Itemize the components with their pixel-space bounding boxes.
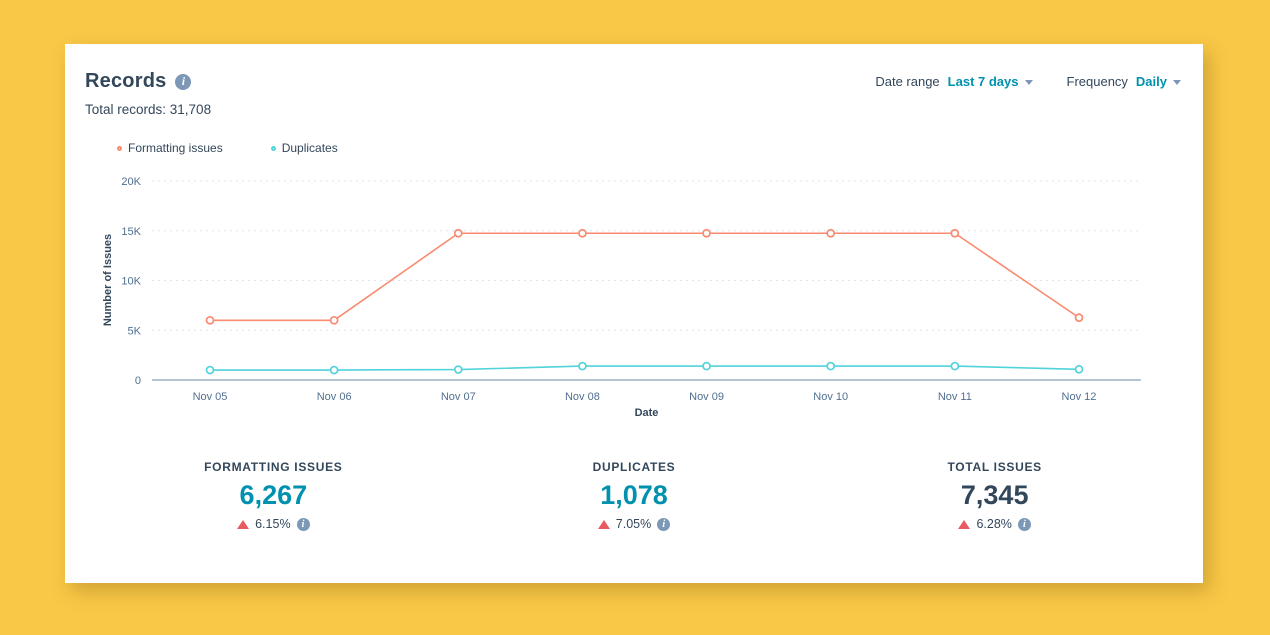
- data-point-marker[interactable]: [1074, 364, 1084, 374]
- stat-delta-value: 6.15%: [255, 517, 291, 532]
- x-tick-label: Nov 07: [441, 391, 476, 403]
- data-point-marker[interactable]: [329, 365, 339, 375]
- frequency-select[interactable]: Daily: [1136, 74, 1181, 89]
- header-controls: Date range Last 7 days Frequency Daily: [875, 70, 1181, 89]
- records-info-icon[interactable]: i: [175, 73, 192, 90]
- data-point-marker[interactable]: [826, 361, 836, 371]
- stat-info-icon[interactable]: i: [657, 517, 671, 531]
- chart-legend: Formatting issues Duplicates: [117, 141, 338, 155]
- chevron-down-icon: [1024, 80, 1033, 85]
- y-tick-label: 15K: [121, 226, 141, 238]
- stat-info-icon[interactable]: i: [296, 517, 310, 531]
- stats-row: FORMATTING ISSUES 6,267 6.15% i DUPLICAT…: [65, 460, 1203, 534]
- y-axis-title: Number of Issues: [102, 234, 114, 326]
- date-range-value: Last 7 days: [947, 74, 1019, 89]
- data-point-marker[interactable]: [578, 228, 587, 238]
- x-axis-title: Date: [635, 407, 659, 419]
- x-tick-label: Nov 09: [689, 391, 724, 403]
- trend-up-icon: [237, 519, 250, 529]
- records-card: Records i Date range Last 7 days Frequen…: [65, 44, 1203, 583]
- stat-delta: 6.15% i: [237, 517, 310, 532]
- stat-value: 6,267: [239, 480, 308, 510]
- data-point-marker[interactable]: [826, 228, 836, 238]
- legend-item-duplicates[interactable]: Duplicates: [270, 141, 338, 155]
- data-point-marker[interactable]: [329, 315, 339, 325]
- stat-info-icon[interactable]: i: [1017, 517, 1031, 531]
- data-point-marker[interactable]: [205, 315, 215, 325]
- stat-delta-value: 6.28%: [976, 517, 1012, 532]
- data-point-marker[interactable]: [950, 228, 960, 238]
- stat-label: DUPLICATES: [592, 460, 676, 474]
- legend-label: Duplicates: [281, 141, 338, 155]
- stat-label: FORMATTING ISSUES: [204, 460, 343, 474]
- legend-label: Formatting issues: [128, 141, 223, 155]
- page-title: Records: [85, 70, 167, 92]
- y-tick-label: 5K: [128, 325, 142, 337]
- y-tick-label: 10K: [121, 276, 141, 288]
- y-tick-label: 0: [135, 375, 141, 387]
- data-point-marker[interactable]: [950, 361, 960, 371]
- x-tick-label: Nov 10: [813, 391, 848, 403]
- series-line: [210, 365, 1080, 371]
- data-point-marker[interactable]: [702, 361, 711, 371]
- data-point-marker[interactable]: [205, 365, 215, 375]
- data-point-marker[interactable]: [453, 365, 463, 374]
- legend-item-formatting-issues[interactable]: Formatting issues: [117, 141, 223, 155]
- card-header: Records i Date range Last 7 days Frequen…: [85, 70, 1181, 93]
- legend-marker: [270, 145, 276, 151]
- data-point-marker[interactable]: [453, 228, 463, 238]
- stat-duplicates: DUPLICATES 1,078 7.05% i: [454, 460, 815, 534]
- stat-value: 7,345: [960, 480, 1029, 510]
- data-point-marker[interactable]: [1074, 313, 1084, 322]
- x-tick-label: Nov 12: [1062, 391, 1097, 403]
- title-group: Records i: [85, 70, 192, 93]
- total-records-text: Total records: 31,708: [85, 102, 212, 117]
- legend-marker: [117, 145, 122, 151]
- data-point-marker[interactable]: [702, 228, 711, 238]
- stat-formatting-issues: FORMATTING ISSUES 6,267 6.15% i: [93, 460, 454, 534]
- date-range-select[interactable]: Last 7 days: [948, 74, 1033, 89]
- data-point-marker[interactable]: [578, 361, 587, 371]
- stat-delta-value: 7.05%: [615, 517, 652, 532]
- trend-up-icon: [597, 519, 610, 529]
- frequency-value: Daily: [1135, 74, 1167, 89]
- line-chart-svg: 0 5K 10K 15K 20K Nov 05 Nov 06 Nov 07 Nov 08 Nov …: [102, 176, 1141, 419]
- frequency-label: Frequency: [1066, 74, 1128, 89]
- date-range-label: Date range: [875, 74, 940, 89]
- stat-label: TOTAL ISSUES: [947, 460, 1042, 474]
- stat-delta: 6.28% i: [958, 517, 1031, 532]
- x-tick-label: Nov 06: [317, 391, 352, 403]
- x-tick-label: Nov 11: [938, 391, 972, 403]
- stat-total-issues: TOTAL ISSUES 7,345 6.28% i: [814, 460, 1175, 534]
- x-tick-label: Nov 05: [193, 391, 228, 403]
- stat-delta: 7.05% i: [597, 517, 671, 532]
- trend-up-icon: [958, 519, 971, 529]
- y-tick-label: 20K: [121, 176, 141, 188]
- series-line: [210, 232, 1080, 322]
- chevron-down-icon: [1173, 80, 1181, 85]
- stat-value: 1,078: [600, 480, 668, 510]
- x-tick-label: Nov 08: [565, 391, 600, 403]
